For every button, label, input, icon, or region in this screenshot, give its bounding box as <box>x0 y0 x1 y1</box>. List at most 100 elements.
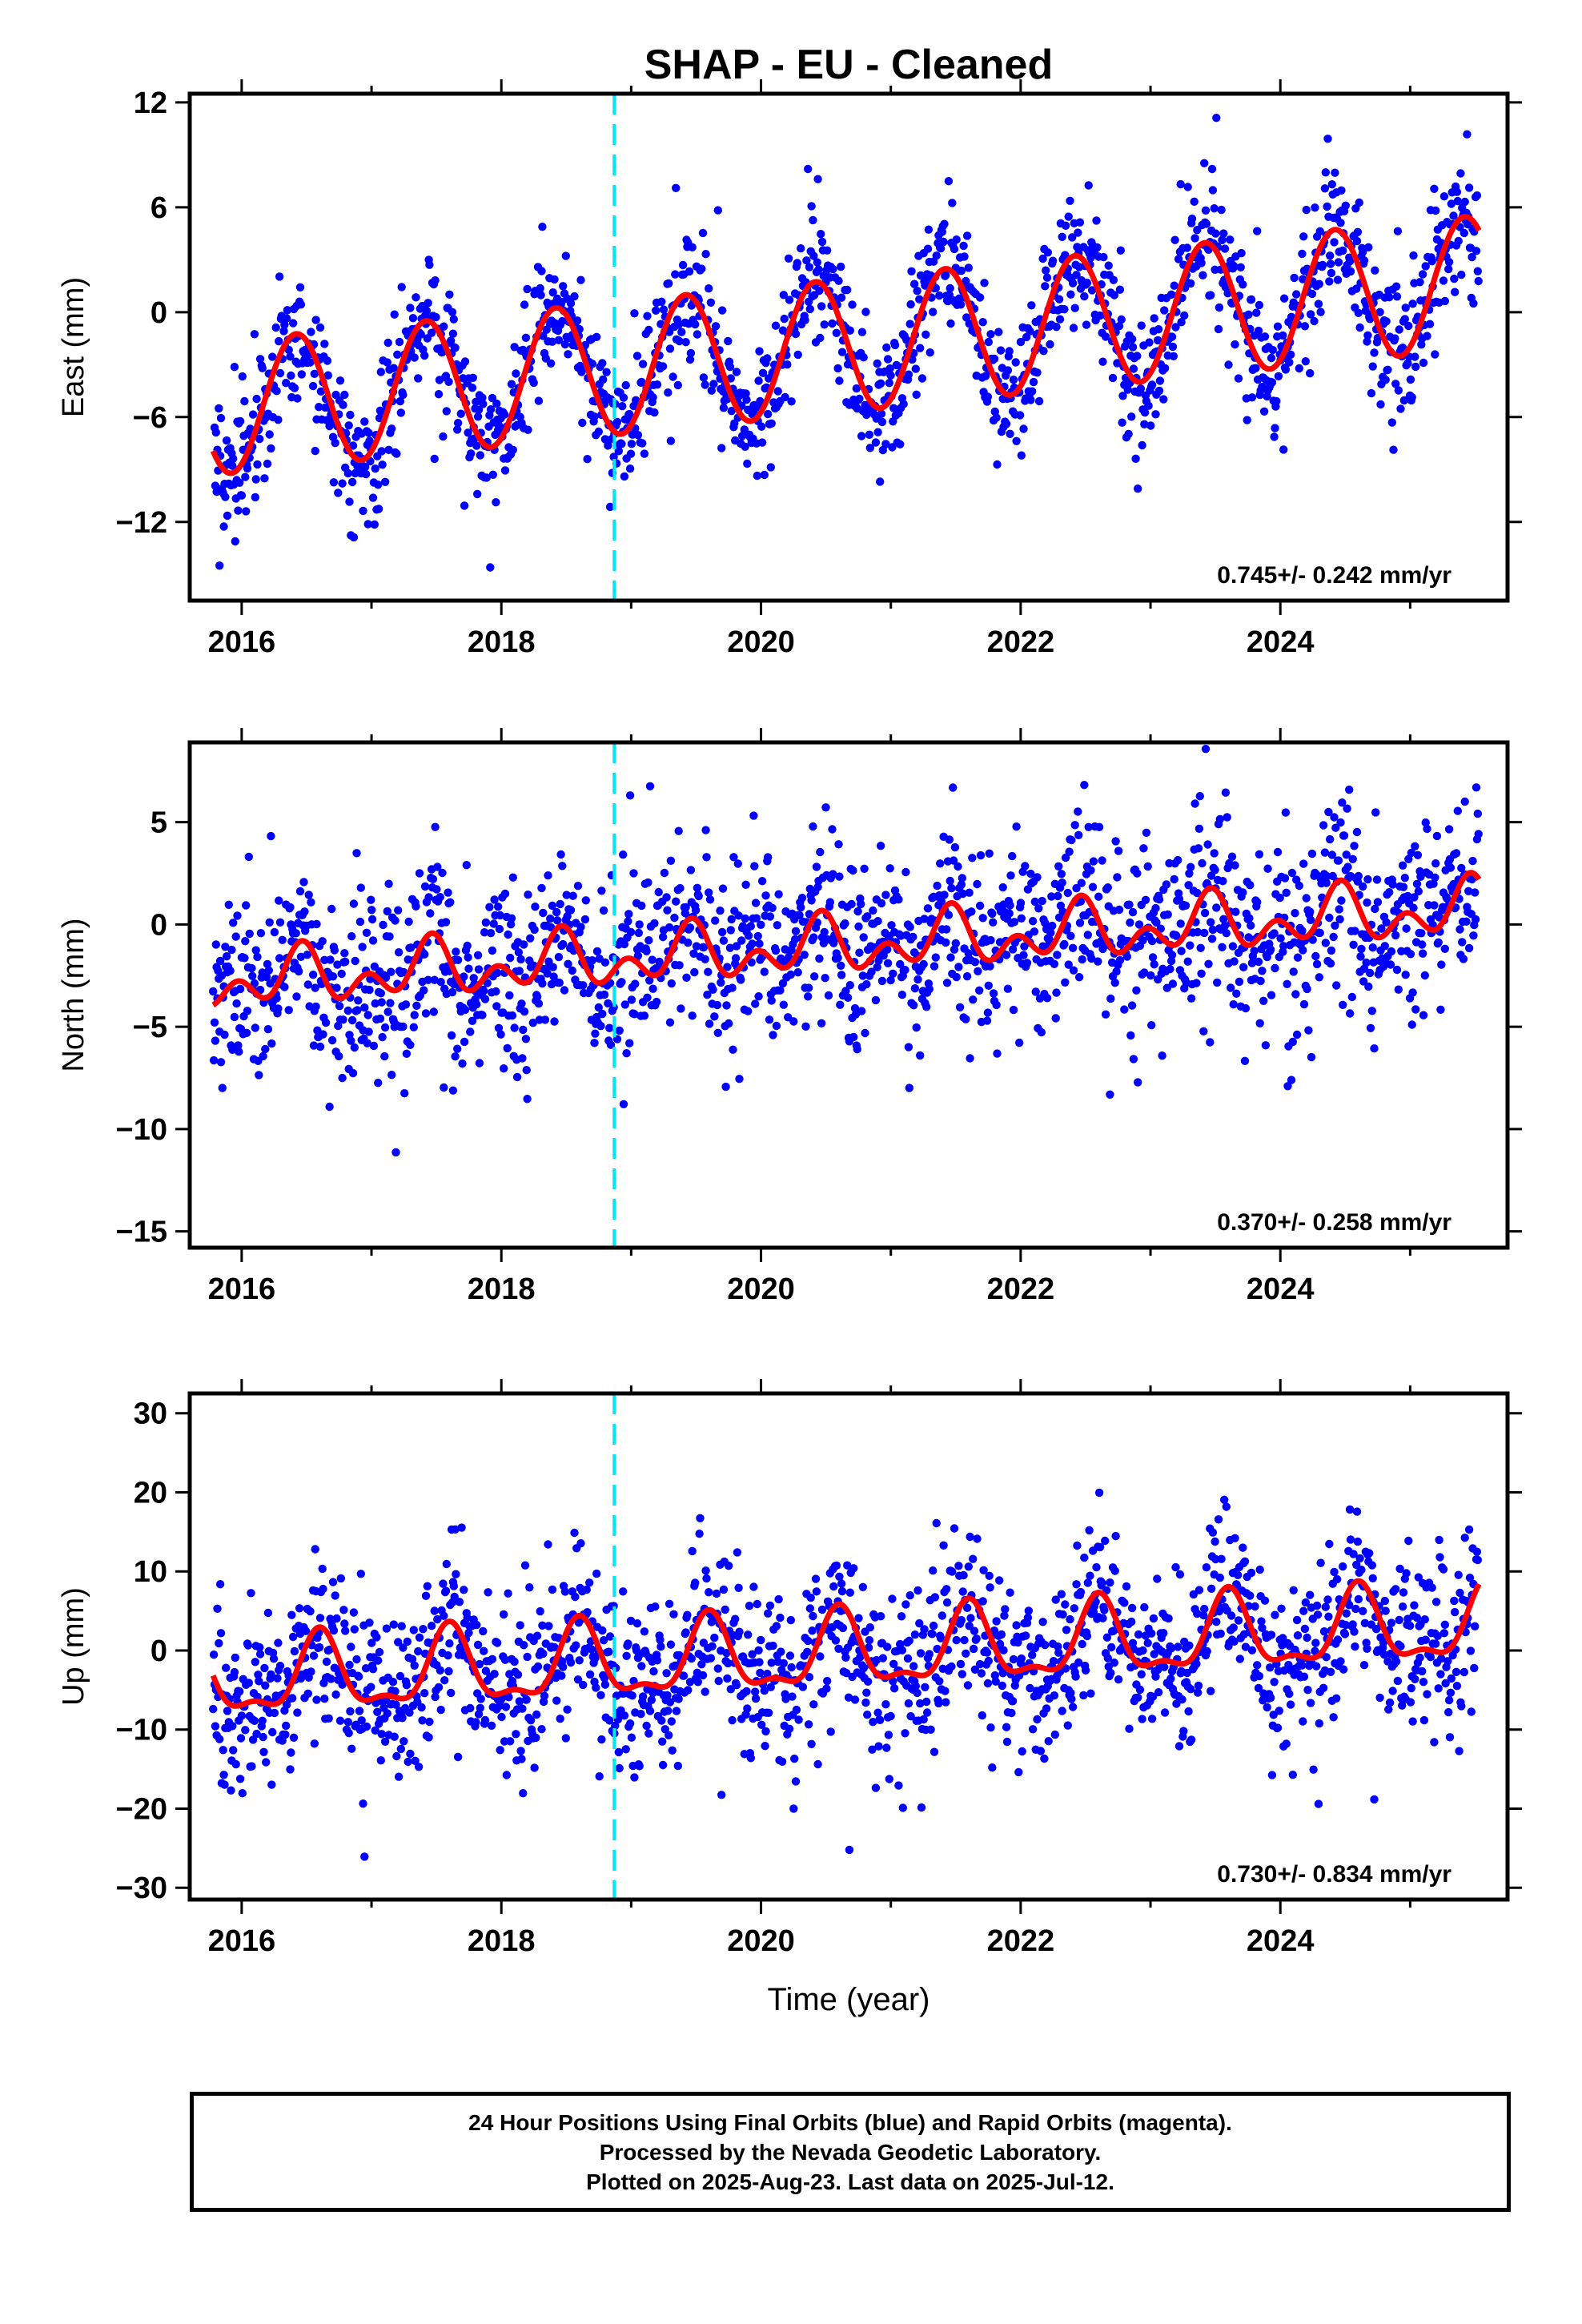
data-point <box>1311 203 1319 212</box>
data-point <box>548 963 557 971</box>
data-point <box>384 879 393 888</box>
y-tick-label: 0 <box>151 908 167 942</box>
data-point <box>445 1639 454 1648</box>
data-point <box>811 1574 821 1583</box>
data-point <box>1456 925 1464 934</box>
data-point <box>1354 308 1363 317</box>
data-point <box>247 1589 255 1598</box>
data-point <box>760 967 769 976</box>
data-point <box>773 387 782 396</box>
data-point <box>1067 1695 1076 1703</box>
data-point <box>251 493 259 502</box>
data-point <box>939 1541 948 1550</box>
data-point <box>837 1579 846 1588</box>
data-point <box>346 410 355 420</box>
data-point <box>1363 337 1371 346</box>
data-point <box>381 973 391 983</box>
data-point <box>982 1016 992 1025</box>
data-point <box>604 1647 613 1656</box>
data-point <box>916 941 926 950</box>
data-point <box>669 1610 678 1619</box>
data-point <box>1373 898 1383 907</box>
data-point <box>1033 1715 1042 1724</box>
data-point <box>434 1683 444 1692</box>
data-point <box>427 1622 436 1630</box>
data-point <box>691 320 700 329</box>
data-point <box>1241 1642 1251 1651</box>
data-point <box>228 1722 237 1731</box>
data-point <box>376 989 385 998</box>
data-point <box>821 974 829 983</box>
data-point <box>674 320 683 329</box>
x-tick-label: 2024 <box>1247 625 1315 659</box>
x-tick-label: 2016 <box>208 625 276 659</box>
data-point <box>303 980 312 989</box>
data-point <box>597 1735 606 1744</box>
data-point <box>681 338 690 347</box>
data-point <box>354 1672 363 1681</box>
data-point <box>896 440 905 448</box>
data-point <box>719 936 729 945</box>
data-point <box>1452 187 1462 196</box>
data-point <box>1186 1685 1195 1694</box>
data-point <box>916 1699 925 1708</box>
data-point <box>734 1583 743 1593</box>
data-point <box>1046 928 1055 937</box>
data-point <box>458 1059 467 1068</box>
data-point <box>479 400 488 408</box>
data-point <box>801 316 809 324</box>
data-point <box>1194 1681 1203 1691</box>
data-point <box>833 953 842 963</box>
data-point <box>905 1636 914 1645</box>
data-point <box>970 1665 980 1674</box>
data-point <box>921 1683 930 1691</box>
data-point <box>906 1711 915 1721</box>
data-point <box>248 410 258 419</box>
data-point <box>1352 284 1361 293</box>
data-point <box>868 1745 877 1754</box>
data-point <box>538 979 547 988</box>
data-point <box>1214 1515 1223 1524</box>
data-point <box>779 1000 788 1009</box>
data-point <box>1054 1648 1063 1657</box>
data-point <box>837 961 845 971</box>
data-point <box>1085 1526 1094 1535</box>
data-point <box>858 971 868 980</box>
data-point <box>1319 260 1327 270</box>
data-point <box>867 967 876 976</box>
data-point <box>238 1789 247 1798</box>
data-point <box>916 1051 925 1060</box>
data-point <box>885 379 894 388</box>
data-point <box>1266 1663 1275 1672</box>
data-point <box>390 1732 399 1741</box>
data-point <box>674 1695 683 1703</box>
data-point <box>931 953 941 962</box>
data-point <box>925 984 934 994</box>
data-point <box>500 1655 510 1664</box>
data-point <box>424 893 433 902</box>
data-point <box>861 308 870 316</box>
x-tick-label: 2016 <box>208 1273 276 1306</box>
data-point <box>255 1650 265 1659</box>
data-point <box>852 384 861 393</box>
data-point <box>617 440 626 448</box>
data-point <box>1033 873 1042 882</box>
data-point <box>1003 984 1013 993</box>
data-point <box>517 999 526 1008</box>
data-point <box>592 1683 600 1692</box>
data-point <box>776 1613 785 1622</box>
data-point <box>1258 1623 1267 1633</box>
data-point <box>887 921 896 930</box>
data-point <box>621 1745 630 1754</box>
data-point <box>962 1603 972 1613</box>
data-point <box>651 1602 660 1611</box>
data-point <box>834 1644 843 1653</box>
data-point <box>533 1662 543 1671</box>
data-point <box>1363 331 1372 340</box>
data-point <box>410 353 419 362</box>
data-point <box>1141 895 1150 905</box>
data-point <box>913 287 921 296</box>
data-point <box>691 906 701 915</box>
data-point <box>942 1698 950 1707</box>
